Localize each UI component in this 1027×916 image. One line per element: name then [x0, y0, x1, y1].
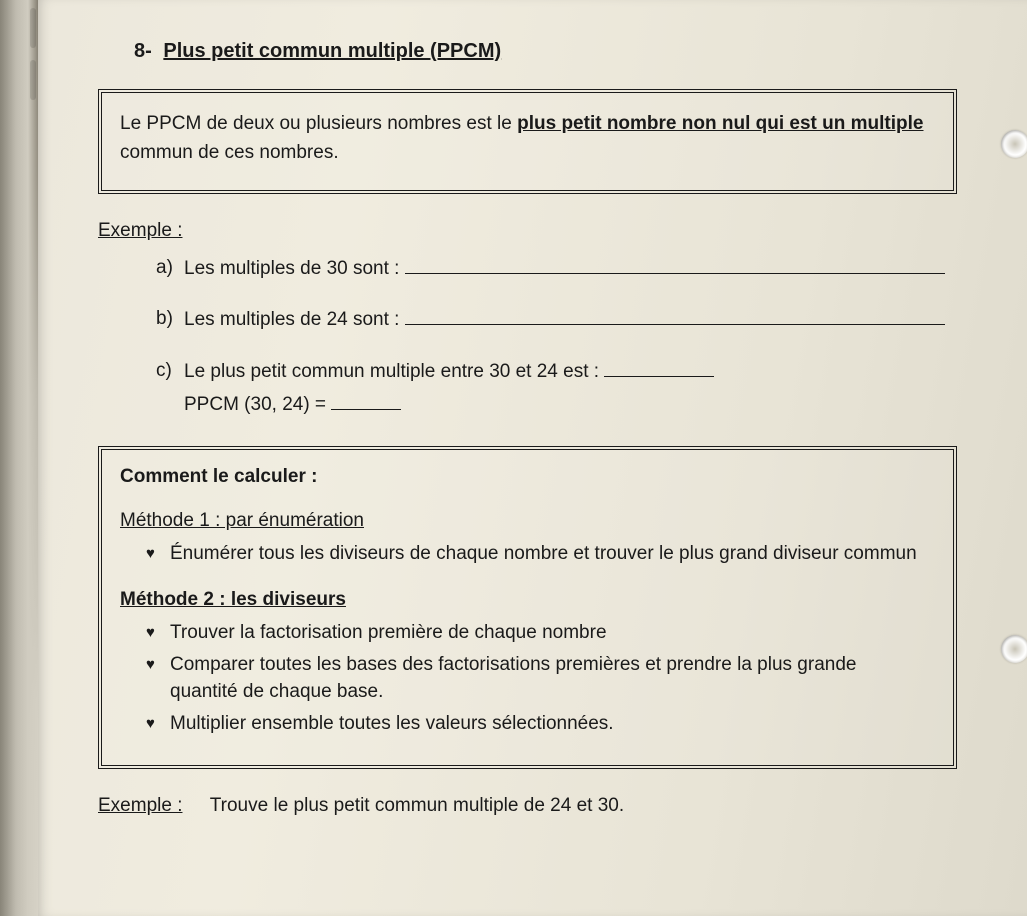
fill-blank[interactable]	[604, 357, 714, 377]
method2-bullets: ♥ Trouver la factorisation première de c…	[146, 619, 935, 737]
item-text: Les multiples de 24 sont :	[184, 309, 399, 330]
definition-emphasis: plus petit nombre non nul qui est un mul…	[517, 113, 923, 134]
item-body: Le plus petit commun multiple entre 30 e…	[184, 357, 957, 420]
method2-title: Méthode 2 : les diviseurs	[120, 589, 935, 611]
fill-blank[interactable]	[331, 390, 401, 410]
definition-box: Le PPCM de deux ou plusieurs nombres est…	[98, 89, 957, 194]
item-letter: b)	[156, 305, 184, 334]
bullet-item: ♥ Trouver la factorisation première de c…	[146, 619, 935, 647]
fill-blank[interactable]	[405, 305, 945, 325]
heading-number: 8-	[134, 40, 152, 62]
definition-prefix: Le PPCM de deux ou plusieurs nombres est…	[120, 113, 517, 134]
fill-blank[interactable]	[405, 254, 945, 274]
bullet-text: Multiplier ensemble toutes les valeurs s…	[170, 710, 935, 738]
bottom-example: Exemple : Trouve le plus petit commun mu…	[98, 795, 957, 817]
heading-title: Plus petit commun multiple (PPCM)	[163, 40, 501, 62]
item-letter: c)	[156, 357, 184, 420]
item-text: Les multiples de 30 sont :	[184, 258, 399, 279]
bullet-text: Comparer toutes les bases des factorisat…	[170, 651, 935, 706]
bullet-item: ♥ Multiplier ensemble toutes les valeurs…	[146, 710, 935, 738]
ppcm-equation-text: PPCM (30, 24) =	[184, 394, 326, 415]
punch-hole	[1001, 130, 1027, 158]
definition-text: Le PPCM de deux ou plusieurs nombres est…	[120, 109, 935, 168]
heart-icon: ♥	[146, 710, 170, 738]
calculation-box: Comment le calculer : Méthode 1 : par én…	[98, 446, 957, 770]
heart-icon: ♥	[146, 619, 170, 647]
item-body: Les multiples de 30 sont :	[184, 254, 957, 283]
item-text: Le plus petit commun multiple entre 30 e…	[184, 361, 599, 382]
bullet-item: ♥ Énumérer tous les diviseurs de chaque …	[146, 540, 935, 568]
method1-title: Méthode 1 : par énumération	[120, 510, 935, 532]
bottom-example-label: Exemple :	[98, 795, 182, 816]
bullet-text: Énumérer tous les diviseurs de chaque no…	[170, 540, 935, 568]
heart-icon: ♥	[146, 540, 170, 568]
punch-hole	[1001, 635, 1027, 663]
calc-box-title: Comment le calculer :	[120, 466, 935, 488]
worksheet-page: 8- Plus petit commun multiple (PPCM) Le …	[38, 0, 1027, 916]
heart-icon: ♥	[146, 651, 170, 706]
example-item-c: c) Le plus petit commun multiple entre 3…	[156, 357, 957, 420]
bullet-item: ♥ Comparer toutes les bases des factoris…	[146, 651, 935, 706]
definition-suffix: commun de ces nombres.	[120, 142, 339, 163]
example-item-b: b) Les multiples de 24 sont :	[156, 305, 957, 334]
bullet-text: Trouver la factorisation première de cha…	[170, 619, 935, 647]
page-stack-edge	[0, 0, 40, 916]
item-body: Les multiples de 24 sont :	[184, 305, 957, 334]
item-letter: a)	[156, 254, 184, 283]
ppcm-equation-line: PPCM (30, 24) =	[184, 390, 957, 419]
example-list: a) Les multiples de 30 sont : b) Les mul…	[156, 254, 957, 420]
section-heading: 8- Plus petit commun multiple (PPCM)	[134, 40, 957, 63]
example-label: Exemple :	[98, 220, 957, 242]
method1-bullets: ♥ Énumérer tous les diviseurs de chaque …	[146, 540, 935, 568]
example-item-a: a) Les multiples de 30 sont :	[156, 254, 957, 283]
bottom-example-text: Trouve le plus petit commun multiple de …	[210, 795, 624, 816]
